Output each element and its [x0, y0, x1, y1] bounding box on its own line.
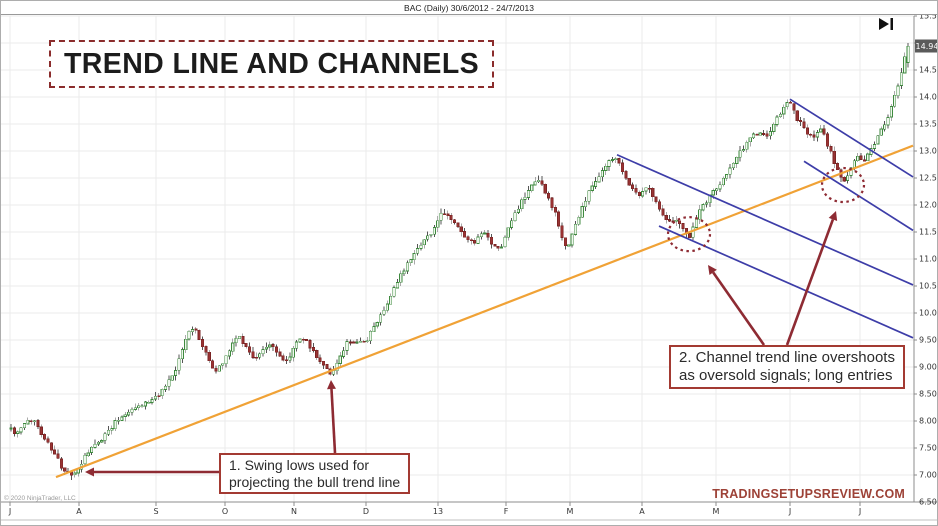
ninjatrader-copyright: © 2020 NinjaTrader, LLC	[4, 495, 76, 502]
annotation-swing-lows-line1: 1. Swing lows used for	[229, 457, 370, 473]
price-tick-label: 11.50	[919, 228, 938, 237]
price-tick-label: 12.50	[919, 174, 938, 183]
chart-title: BAC (Daily) 30/6/2012 - 24/7/2013	[404, 2, 534, 13]
last-price-value: 14.94	[916, 42, 938, 51]
price-tick-label: 8.50	[919, 390, 937, 399]
headline-text: TREND LINE AND CHANNELS	[64, 47, 480, 80]
month-tick-label: O	[222, 507, 228, 516]
candlesticks	[9, 43, 910, 481]
callout-arrow-4	[785, 219, 835, 346]
month-tick-label: A	[639, 507, 645, 516]
annotation-overshoots-line1: 2. Channel trend line overshoots	[679, 349, 895, 366]
callout-arrow-3-head	[708, 265, 717, 275]
price-tick-label: 12.00	[919, 201, 938, 210]
month-tick-label: 13	[433, 507, 443, 516]
callout-arrow-2	[330, 388, 337, 454]
month-tick-label: J	[8, 507, 11, 516]
headline-box: TREND LINE AND CHANNELS	[49, 40, 495, 88]
price-tick-label: 9.50	[919, 336, 937, 345]
callout-arrow-2-head	[326, 380, 336, 390]
month-tick-label: F	[504, 507, 509, 516]
price-tick-label: 13.50	[919, 120, 938, 129]
month-tick-label: N	[291, 507, 297, 516]
last-price-tag	[915, 39, 937, 53]
descending-channel-april-upper	[616, 154, 914, 286]
go-to-end-icon	[879, 18, 893, 30]
price-tick-label: 8.00	[919, 417, 937, 426]
site-watermark: TRADINGSETUPSREVIEW.COM	[712, 487, 905, 501]
price-tick-label: 14.50	[919, 66, 938, 75]
descending-channel-june-upper	[789, 98, 914, 178]
bull-trend-line	[55, 144, 914, 479]
axes: 6.50 7.00 7.50 8.00 8.50 9.00 9.50 10.00 10.50 11…	[1, 12, 938, 521]
price-tick-label: 7.50	[919, 444, 937, 453]
annotation-overshoots-line2: as oversold signals; long entries	[679, 367, 893, 384]
drawn-lines	[55, 98, 914, 479]
chart-title-bar: BAC (Daily) 30/6/2012 - 24/7/2013	[1, 1, 937, 15]
month-tick-label: D	[363, 507, 369, 516]
price-tick-label: 9.00	[919, 363, 937, 372]
price-tick-label: 11.00	[919, 255, 938, 264]
annotation-swing-lows-line2: projecting the bull trend line	[229, 473, 401, 490]
descending-channel-april-lower	[658, 225, 914, 339]
overshoot-circle-2	[820, 166, 866, 204]
price-tick-label: 10.00	[919, 309, 938, 318]
month-tick-label: S	[153, 507, 158, 516]
price-tick-label: 6.50	[919, 498, 937, 507]
price-tick-label: 7.00	[919, 471, 937, 480]
month-tick-label: M	[567, 507, 574, 516]
month-tick-label: M	[713, 507, 720, 516]
callout-arrow-4-head	[828, 211, 838, 221]
annotation-swing-lows: 1. Swing lows used for projecting the bu…	[219, 453, 411, 495]
price-tick-label: 14.00	[919, 93, 938, 102]
price-tick-label: 15.50	[919, 12, 938, 21]
gridlines	[1, 15, 914, 503]
overshoot-circle-1	[666, 216, 712, 253]
callout-arrow-3	[712, 271, 766, 346]
price-tick-label: 10.50	[919, 282, 938, 291]
annotation-overshoots: 2. Channel trend line overshoots as over…	[669, 345, 905, 389]
month-tick-label: A	[76, 507, 82, 516]
price-tick-label: 13.00	[919, 147, 938, 156]
month-tick-label: J	[788, 507, 791, 516]
callout-arrow-1-head	[85, 467, 94, 477]
month-tick-label: J	[858, 507, 861, 516]
